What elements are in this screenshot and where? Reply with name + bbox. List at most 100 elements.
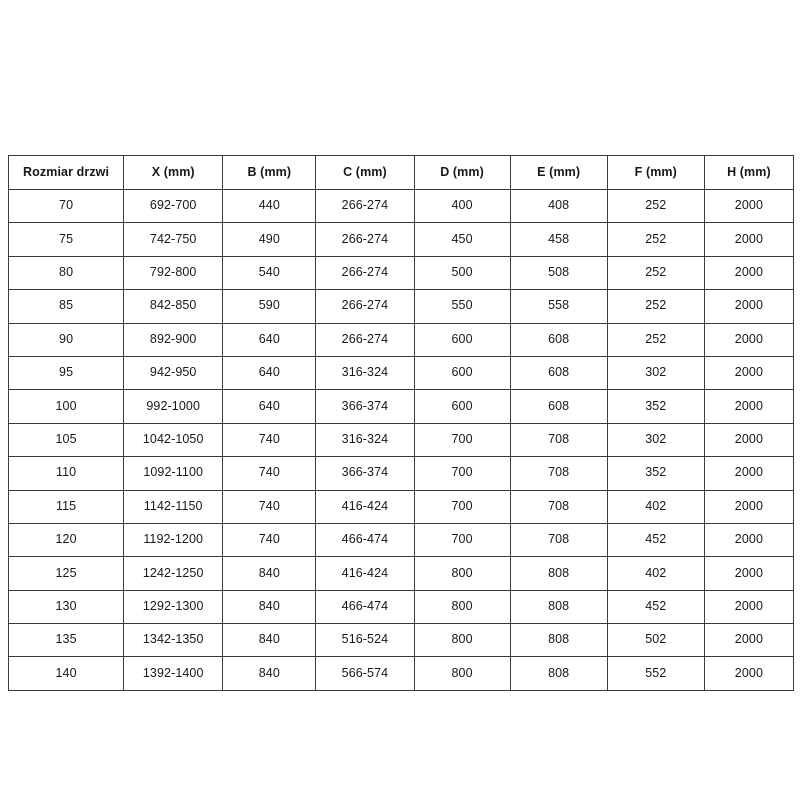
cell-h: 2000 [703,456,795,491]
cell-d: 800 [413,556,511,591]
cell-x: 1192-1200 [123,522,224,558]
cell-f: 352 [606,456,705,491]
cell-d: 400 [413,188,511,224]
cell-x: 1392-1400 [123,656,224,691]
cell-c: 266-274 [315,289,415,324]
cell-e: 808 [509,656,608,691]
table-body: 70 692-700 440 266-274 400 408 252 2000 … [7,188,795,691]
cell-f: 452 [606,522,705,558]
table-row: 95 942-950 640 316-324 600 608 302 2000 [7,355,795,391]
column-header-e: E (mm) [509,155,608,190]
cell-d: 700 [413,422,511,458]
cell-h: 2000 [703,623,795,658]
cell-e: 708 [509,422,608,458]
cell-b: 640 [222,389,317,424]
cell-c: 366-374 [315,456,415,491]
cell-d: 500 [413,255,511,291]
cell-e: 608 [509,322,608,357]
column-header-b: B (mm) [222,155,317,190]
cell-c: 266-274 [315,222,415,257]
table-row: 140 1392-1400 840 566-574 800 808 552 20… [7,656,795,691]
cell-size: 140 [7,656,125,691]
cell-f: 302 [606,422,705,458]
cell-b: 840 [222,556,317,591]
cell-d: 550 [413,289,511,324]
cell-size: 105 [7,422,125,458]
cell-b: 740 [222,422,317,458]
cell-f: 302 [606,355,705,391]
cell-size: 95 [7,355,125,391]
table-header-row: Rozmiar drzwi X (mm) B (mm) C (mm) D (mm… [7,155,795,190]
cell-b: 840 [222,623,317,658]
cell-x: 1342-1350 [123,623,224,658]
cell-d: 600 [413,322,511,357]
column-header-c: C (mm) [315,155,415,190]
cell-e: 708 [509,522,608,558]
cell-x: 1142-1150 [123,489,224,524]
cell-e: 808 [509,589,608,625]
table-row: 125 1242-1250 840 416-424 800 808 402 20… [7,556,795,591]
table-row: 110 1092-1100 740 366-374 700 708 352 20… [7,456,795,491]
cell-e: 608 [509,355,608,391]
cell-e: 608 [509,389,608,424]
table-row: 130 1292-1300 840 466-474 800 808 452 20… [7,589,795,625]
cell-b: 440 [222,188,317,224]
cell-c: 266-274 [315,188,415,224]
cell-d: 600 [413,355,511,391]
table-row: 90 892-900 640 266-274 600 608 252 2000 [7,322,795,357]
cell-b: 640 [222,322,317,357]
cell-h: 2000 [703,556,795,591]
cell-h: 2000 [703,322,795,357]
cell-c: 316-324 [315,355,415,391]
table-row: 80 792-800 540 266-274 500 508 252 2000 [7,255,795,291]
cell-e: 808 [509,556,608,591]
cell-h: 2000 [703,656,795,691]
cell-size: 70 [7,188,125,224]
table-row: 105 1042-1050 740 316-324 700 708 302 20… [7,422,795,458]
table-row: 100 992-1000 640 366-374 600 608 352 200… [7,389,795,424]
cell-f: 402 [606,556,705,591]
cell-c: 266-274 [315,255,415,291]
cell-c: 466-474 [315,589,415,625]
cell-size: 135 [7,623,125,658]
cell-c: 566-574 [315,656,415,691]
cell-e: 408 [509,188,608,224]
cell-e: 708 [509,456,608,491]
cell-b: 740 [222,489,317,524]
cell-d: 700 [413,456,511,491]
cell-h: 2000 [703,489,795,524]
cell-size: 75 [7,222,125,257]
column-header-h: H (mm) [703,155,795,190]
cell-b: 840 [222,589,317,625]
cell-c: 366-374 [315,389,415,424]
cell-x: 892-900 [123,322,224,357]
cell-x: 742-750 [123,222,224,257]
cell-h: 2000 [703,255,795,291]
column-header-f: F (mm) [606,155,705,190]
cell-e: 508 [509,255,608,291]
spec-table-container: Rozmiar drzwi X (mm) B (mm) C (mm) D (mm… [7,155,795,691]
cell-d: 450 [413,222,511,257]
cell-d: 800 [413,623,511,658]
cell-size: 125 [7,556,125,591]
cell-x: 992-1000 [123,389,224,424]
cell-size: 85 [7,289,125,324]
cell-size: 120 [7,522,125,558]
cell-x: 792-800 [123,255,224,291]
table-row: 85 842-850 590 266-274 550 558 252 2000 [7,289,795,324]
cell-e: 558 [509,289,608,324]
cell-b: 590 [222,289,317,324]
cell-x: 842-850 [123,289,224,324]
table-row: 115 1142-1150 740 416-424 700 708 402 20… [7,489,795,524]
cell-f: 252 [606,188,705,224]
cell-h: 2000 [703,222,795,257]
cell-b: 740 [222,522,317,558]
cell-h: 2000 [703,522,795,558]
cell-size: 90 [7,322,125,357]
cell-c: 266-274 [315,322,415,357]
cell-f: 552 [606,656,705,691]
cell-d: 800 [413,589,511,625]
cell-e: 708 [509,489,608,524]
cell-h: 2000 [703,422,795,458]
cell-x: 942-950 [123,355,224,391]
